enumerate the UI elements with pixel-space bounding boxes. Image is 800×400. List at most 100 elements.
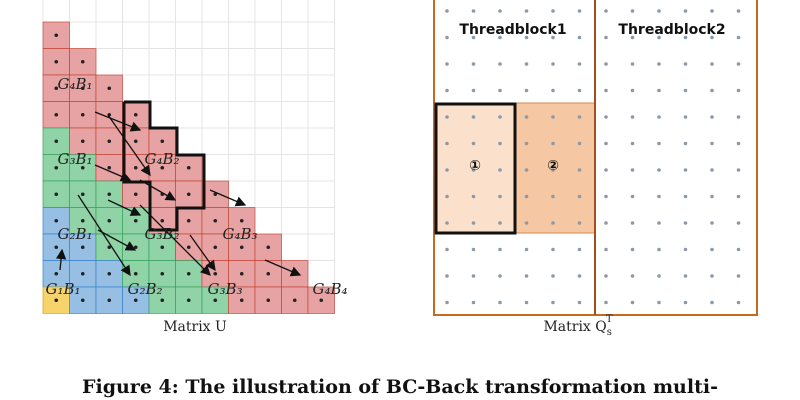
- dot: [630, 62, 635, 66]
- dot: [551, 194, 555, 199]
- dot: [54, 59, 59, 64]
- dot: [657, 168, 661, 172]
- block-label: G₄B₂: [144, 150, 179, 168]
- dot: [524, 300, 529, 305]
- dot: [498, 194, 502, 199]
- dot: [319, 298, 324, 303]
- dot: [133, 271, 138, 276]
- dot: [80, 298, 85, 303]
- dot: [498, 141, 502, 146]
- arrow: [139, 179, 177, 201]
- dot: [498, 88, 502, 93]
- dot: [160, 245, 165, 250]
- dot: [498, 9, 502, 13]
- cell: [201, 207, 229, 235]
- dot: [710, 115, 714, 119]
- dot: [186, 192, 191, 197]
- dot: [551, 88, 555, 93]
- dot: [133, 245, 138, 250]
- dot: [657, 300, 661, 305]
- dot: [710, 300, 714, 305]
- dot: [498, 274, 502, 278]
- dot: [80, 139, 85, 144]
- dot: [604, 9, 608, 13]
- dot: [630, 9, 635, 13]
- dot: [577, 194, 582, 199]
- dot: [683, 194, 688, 199]
- dot: [445, 194, 449, 199]
- dot: [710, 274, 714, 278]
- dot: [133, 165, 138, 170]
- dot: [736, 9, 741, 13]
- dot: [604, 141, 608, 146]
- block-label: G₂B₂: [127, 280, 162, 298]
- dot: [710, 221, 714, 225]
- dot: [239, 298, 244, 303]
- dot: [736, 115, 741, 119]
- dot: [551, 62, 555, 66]
- dot: [683, 115, 688, 119]
- dot: [683, 221, 688, 225]
- dot: [657, 9, 661, 13]
- matrix-q: Threadblock1 Threadblock2 ① ②: [433, 0, 758, 316]
- dot: [683, 9, 688, 13]
- dot: [577, 221, 582, 225]
- dot: [80, 165, 85, 170]
- dot: [80, 86, 85, 91]
- dot: [657, 62, 661, 66]
- dot: [54, 271, 59, 276]
- tile-2-bg: [514, 102, 596, 234]
- dot: [445, 35, 449, 40]
- block-label: G₃B₃: [207, 280, 242, 298]
- dot: [107, 298, 112, 303]
- dot: [683, 35, 688, 40]
- dot: [445, 62, 449, 66]
- dot: [710, 9, 714, 13]
- arrow: [139, 204, 211, 276]
- dot: [524, 274, 529, 278]
- dot: [683, 300, 688, 305]
- arrow: [97, 229, 137, 251]
- dot: [471, 62, 476, 66]
- dot: [498, 168, 502, 172]
- dot: [445, 115, 449, 119]
- dot: [133, 192, 138, 197]
- arrow: [94, 111, 142, 132]
- dot: [736, 62, 741, 66]
- tile-label: ②: [547, 158, 559, 174]
- dot: [471, 168, 476, 172]
- threadblock-label: Threadblock1: [459, 22, 566, 38]
- dot: [577, 247, 582, 252]
- figure-caption: Figure 4: The illustration of BC-Back tr…: [82, 376, 718, 398]
- dot: [657, 88, 661, 93]
- dot: [186, 298, 191, 303]
- dot: [551, 300, 555, 305]
- dot: [160, 271, 165, 276]
- dot: [80, 245, 85, 250]
- dot: [445, 141, 449, 146]
- dot: [445, 274, 449, 278]
- dot: [604, 115, 608, 119]
- highlight-block: [122, 100, 206, 232]
- dot: [498, 35, 502, 40]
- dot: [107, 245, 112, 250]
- arrow: [209, 189, 247, 207]
- dot: [107, 192, 112, 197]
- dot: [445, 247, 449, 252]
- dot: [524, 115, 529, 119]
- dot: [213, 218, 218, 223]
- dot: [657, 194, 661, 199]
- dot: [657, 274, 661, 278]
- dot: [471, 88, 476, 93]
- dot: [736, 35, 741, 40]
- dot: [604, 194, 608, 199]
- dot: [604, 247, 608, 252]
- dot: [498, 221, 502, 225]
- dot: [577, 115, 582, 119]
- dot: [683, 88, 688, 93]
- dot: [630, 115, 635, 119]
- dot: [657, 141, 661, 146]
- dot: [630, 300, 635, 305]
- dot: [710, 168, 714, 172]
